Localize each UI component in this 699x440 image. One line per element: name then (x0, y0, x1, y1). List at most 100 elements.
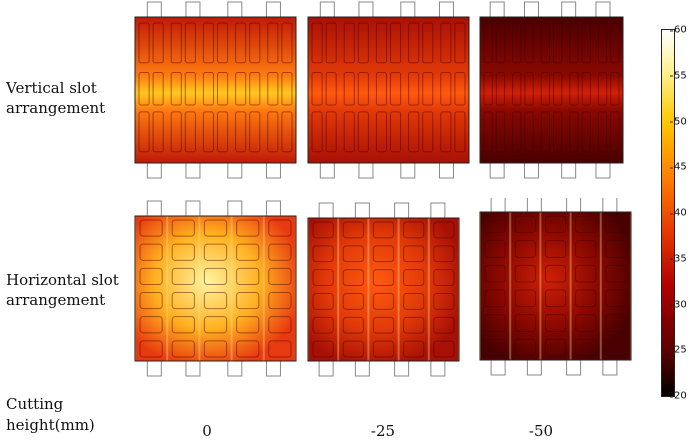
terminal-pin (185, 360, 201, 377)
slot (171, 340, 195, 358)
terminal-pin (566, 198, 582, 213)
panel-vertical-minus50 (479, 1, 624, 179)
slot (544, 314, 567, 332)
slot (281, 71, 293, 106)
slot (236, 267, 260, 286)
terminal-pin (227, 1, 243, 18)
slot (375, 111, 388, 153)
slot (553, 71, 563, 106)
slot (569, 22, 579, 64)
slot (403, 293, 425, 310)
slot (433, 245, 455, 263)
slot (512, 111, 522, 153)
slot (171, 292, 195, 310)
panel-border (479, 16, 624, 164)
slot (484, 215, 506, 234)
colorbar-tick-label: 55 (670, 70, 687, 82)
slot (390, 71, 402, 106)
slot (357, 111, 369, 153)
slot (249, 71, 261, 106)
slot (610, 22, 620, 64)
terminal-pin (526, 359, 542, 376)
slot (553, 22, 563, 64)
row-label-horizontal: Horizontal slot arrangement (6, 270, 119, 310)
slot (408, 71, 420, 106)
slot (408, 111, 420, 153)
slot (342, 221, 364, 239)
slot (540, 71, 550, 106)
panel-border (134, 215, 297, 362)
heatmap-field (308, 218, 459, 361)
cutting-height-title: Cutting height(mm) (6, 394, 95, 436)
terminal-pin (394, 360, 410, 377)
colorbar-tick-label: 50 (670, 116, 687, 127)
slot (605, 289, 627, 308)
slot (325, 71, 337, 106)
slot (581, 22, 591, 64)
slot (343, 71, 355, 106)
panel-border (307, 217, 460, 362)
slot (342, 293, 364, 310)
terminal-pin (265, 1, 281, 18)
slot (268, 316, 292, 334)
slot (484, 338, 506, 357)
terminal-pin (319, 1, 335, 18)
slot (575, 264, 597, 283)
slot (268, 219, 292, 237)
colorbar-tick-label: 25 (670, 344, 687, 356)
terminal-pin (146, 1, 162, 18)
slot (524, 111, 534, 153)
axis-title-line1: Cutting (6, 395, 64, 413)
slot (311, 71, 323, 106)
axis-title-line2: height(mm) (6, 416, 95, 434)
slot (171, 219, 195, 237)
slot (152, 71, 164, 106)
terminal-pin (400, 162, 416, 179)
terminal-pin (430, 202, 446, 219)
terminal-pin (489, 1, 505, 18)
slot (342, 340, 364, 358)
slot (170, 111, 182, 153)
slot (514, 314, 536, 332)
slot (372, 340, 395, 358)
slot (540, 111, 550, 153)
slot (495, 71, 506, 106)
slot (202, 71, 215, 106)
slot (171, 316, 195, 334)
slot (312, 269, 334, 286)
terminal-pin (319, 162, 335, 179)
slot (202, 111, 215, 153)
slot (281, 111, 293, 153)
slot (605, 215, 627, 234)
slot (540, 22, 550, 64)
terminal-pin (358, 162, 374, 179)
slot (597, 71, 608, 106)
slot (372, 221, 395, 239)
slot (514, 215, 536, 234)
slot (312, 293, 334, 310)
slot (524, 22, 534, 64)
slot (553, 111, 563, 153)
slot (495, 22, 506, 64)
terminal-pin (146, 200, 162, 217)
slot (138, 71, 150, 106)
slot (152, 111, 164, 153)
panel-border (307, 16, 470, 164)
terminal-pin (354, 202, 370, 219)
slot (440, 111, 452, 153)
terminal-pin (561, 162, 577, 179)
slot (139, 243, 163, 261)
slot (139, 292, 163, 310)
terminal-pin (265, 360, 281, 377)
slot (514, 338, 536, 357)
slot (575, 215, 597, 234)
slot (312, 245, 334, 263)
slot (343, 111, 355, 153)
slot (139, 316, 163, 334)
slot (342, 269, 364, 286)
panel-horizontal-minus25 (307, 202, 460, 377)
slot (484, 314, 506, 332)
slot (170, 22, 182, 64)
slot (605, 264, 627, 283)
terminal-pin (430, 360, 446, 377)
